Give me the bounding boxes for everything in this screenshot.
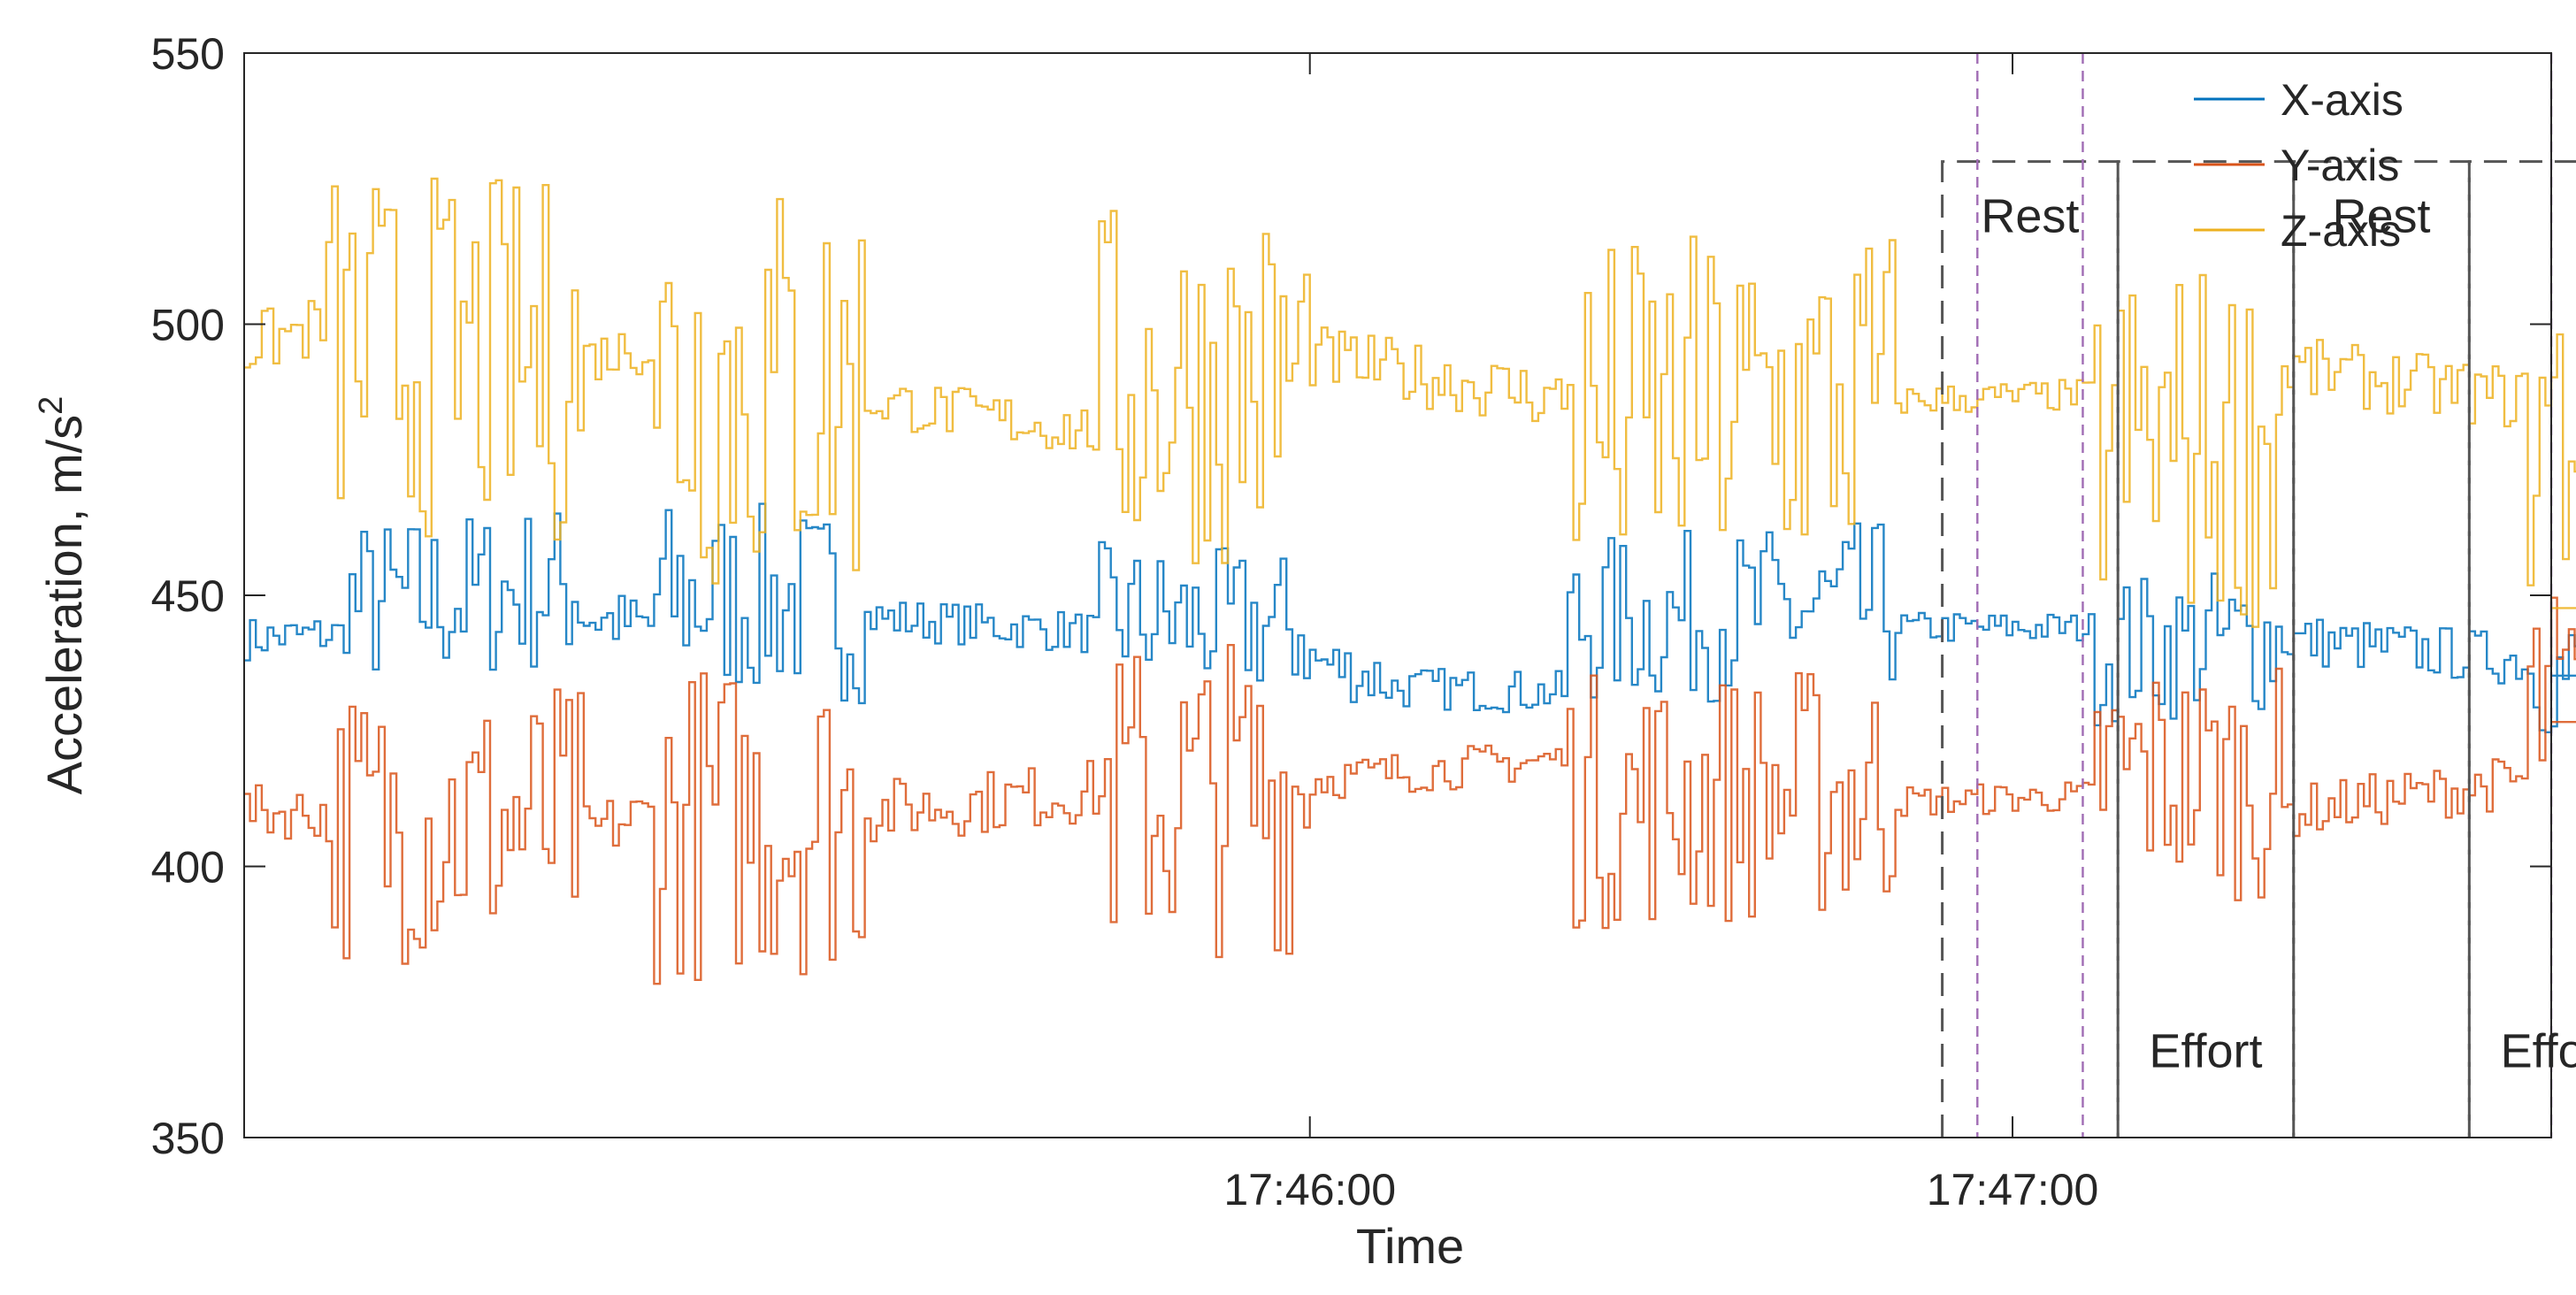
y-tick-label: 400 (151, 843, 225, 893)
x-axis-label: Time (1356, 1218, 1464, 1274)
series-z-axis (244, 177, 2576, 628)
series-x-axis (244, 502, 2576, 733)
rest-interval-box (2292, 160, 2471, 1138)
axis-layer: 35040045050055017:46:0017:47:0017:48:001… (151, 29, 2551, 1215)
legend-label-x-axis: X-axis (2281, 75, 2404, 125)
x-tick-label: 17:46:00 (1223, 1165, 1396, 1215)
y-tick-label: 450 (151, 571, 225, 621)
legend-label-y-axis: Y-axis (2281, 141, 2399, 190)
y-axis-label-superscript: 2 (33, 396, 70, 415)
rest-interval-box (1941, 160, 2120, 1138)
y-axis-label-text: Acceleration, m/s (36, 415, 92, 795)
rest-annotation: Rest (1981, 189, 2079, 242)
series-y-axis (244, 596, 2576, 985)
effort-annotation: Effort (2149, 1024, 2262, 1077)
annotation-layer: RestRestRestEffortEffort (1981, 189, 2576, 1077)
rest-annotation: Rest (2333, 189, 2431, 242)
effort-interval-box (2467, 160, 2576, 1138)
y-tick-label: 500 (151, 301, 225, 350)
legend: X-axis Y-axis Z-axis (2194, 75, 2404, 256)
y-axis-label: Acceleration, m/s2 (33, 396, 92, 795)
y-tick-label: 550 (151, 29, 225, 79)
effort-interval-box (2116, 160, 2296, 1138)
x-tick-label: 17:47:00 (1927, 1165, 2099, 1215)
y-tick-label: 350 (151, 1114, 225, 1163)
effort-annotation: Effort (2501, 1024, 2576, 1077)
legend-label-z-axis: Z-axis (2281, 206, 2401, 256)
series-layer (244, 177, 2576, 985)
